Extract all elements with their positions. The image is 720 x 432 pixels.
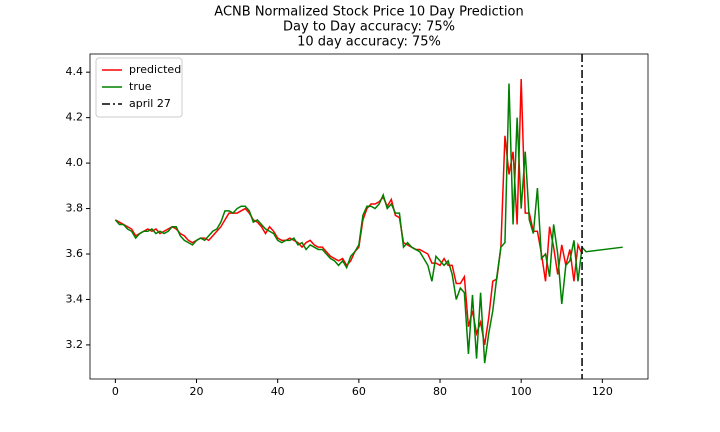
series-line	[114, 83, 623, 364]
legend-label: predicted	[129, 63, 181, 76]
chart-subtitle: 10 day accuracy: 75%	[297, 35, 441, 50]
x-tick-label: 20	[190, 385, 204, 398]
y-tick-label: 3.2	[66, 338, 84, 351]
y-tick-label: 3.6	[66, 247, 84, 260]
y-tick-label: 3.8	[66, 202, 84, 215]
x-tick-label: 80	[433, 385, 447, 398]
x-tick-label: 120	[592, 385, 613, 398]
plot-area	[89, 53, 649, 380]
y-tick-label: 4.0	[66, 156, 84, 169]
x-tick-label: 60	[352, 385, 366, 398]
legend-label: april 27	[129, 97, 171, 110]
x-tick-label: 0	[112, 385, 119, 398]
y-tick-label: 3.4	[66, 292, 84, 305]
chart-title: ACNB Normalized Stock Price 10 Day Predi…	[214, 5, 523, 20]
legend-label: true	[129, 80, 152, 93]
chart-subtitle: Day to Day accuracy: 75%	[283, 20, 455, 35]
legend-box	[95, 57, 183, 118]
y-tick-label: 4.4	[66, 65, 84, 78]
y-tick-label: 4.2	[66, 111, 84, 124]
x-tick-label: 100	[511, 385, 532, 398]
x-tick-label: 40	[271, 385, 285, 398]
